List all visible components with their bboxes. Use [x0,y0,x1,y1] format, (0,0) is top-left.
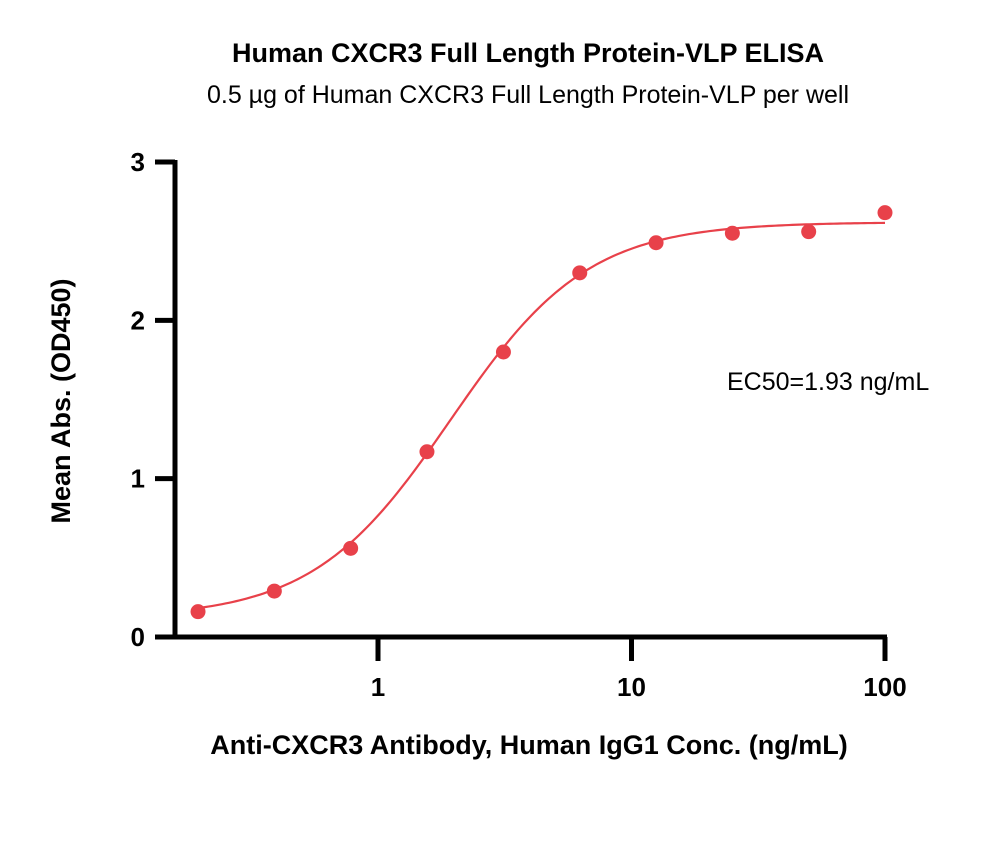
data-point [801,224,817,240]
x-tick-label: 1 [371,672,385,702]
data-point [266,583,282,599]
y-axis-label: Mean Abs. (OD450) [46,278,76,523]
data-point [495,344,511,360]
data-points-layer [190,205,893,620]
chart-subtitle: 0.5 µg of Human CXCR3 Full Length Protei… [207,81,849,109]
axes: 0 1 2 3 1 10 100 [131,147,907,702]
x-tick-label: 10 [617,672,646,702]
data-point [648,235,664,251]
y-tick-label: 2 [131,305,145,335]
ec50-annotation: EC50=1.93 ng/mL [727,368,929,396]
data-point [343,540,359,556]
data-point [419,444,435,460]
x-axis-label: Anti-CXCR3 Antibody, Human IgG1 Conc. (n… [210,730,847,760]
fit-curve [197,221,886,610]
x-tick-label: 100 [863,672,906,702]
y-tick-label: 0 [131,622,145,652]
y-tick-label: 3 [131,147,145,177]
fit-curve-layer [197,221,886,610]
chart-title: Human CXCR3 Full Length Protein-VLP ELIS… [232,38,824,68]
data-point [572,265,588,281]
data-point [724,225,740,241]
y-tick-label: 1 [131,464,145,494]
data-point [877,205,893,221]
data-point [190,604,206,620]
